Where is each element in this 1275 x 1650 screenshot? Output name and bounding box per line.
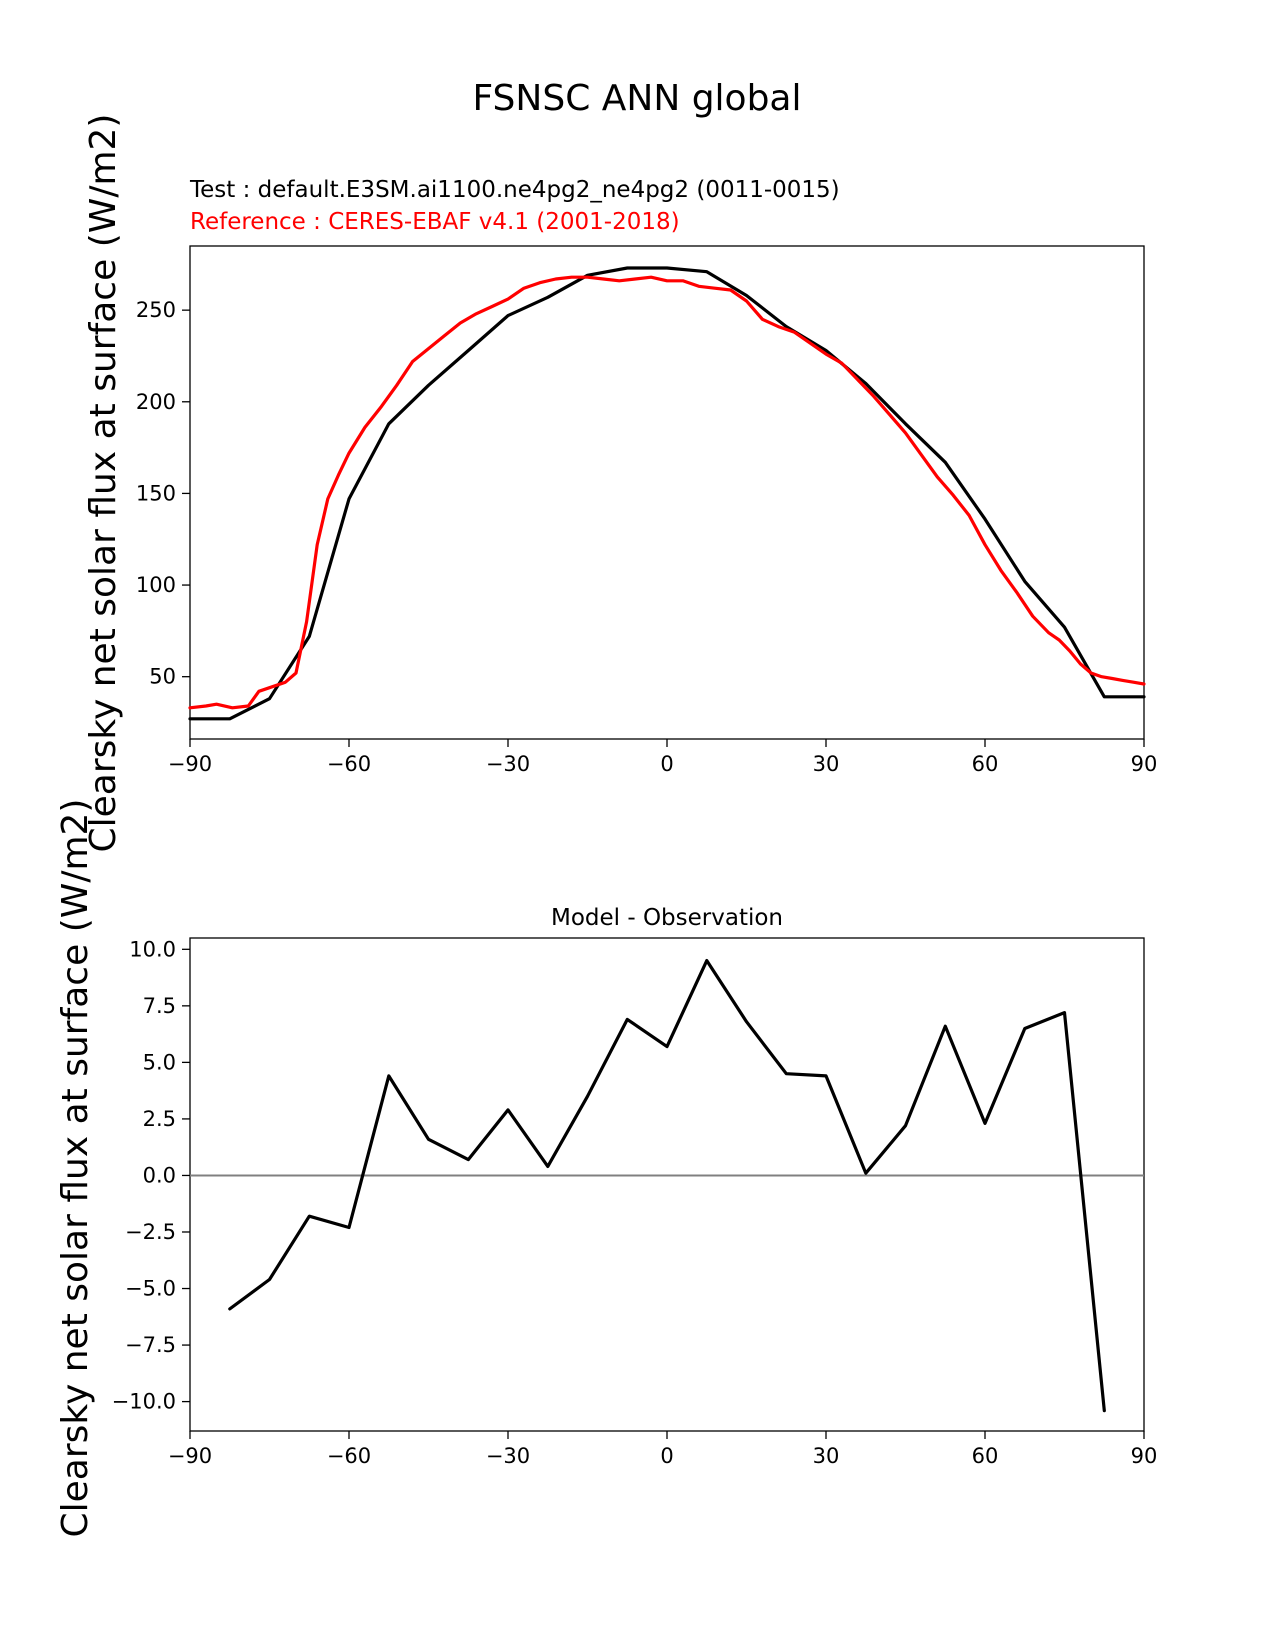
upper-plot-x-tick-label: 60 bbox=[972, 752, 999, 776]
lower-plot-y-tick-label: −5.0 bbox=[125, 1277, 176, 1301]
upper-plot-x-tick-label: −90 bbox=[168, 752, 212, 776]
upper-plot-y-tick-label: 250 bbox=[136, 298, 176, 322]
lower-plot-x-tick-label: 0 bbox=[660, 1444, 673, 1468]
upper-plot-y-tick-label: 50 bbox=[149, 665, 176, 689]
lower-plot-x-tick-label: 60 bbox=[972, 1444, 999, 1468]
upper-plot-x-tick-label: −60 bbox=[327, 752, 371, 776]
upper-plot-y-tick-label: 150 bbox=[136, 481, 176, 505]
upper-plot-x-tick-label: −30 bbox=[486, 752, 530, 776]
difference-series-line bbox=[228, 958, 1106, 1413]
lower-plot-lines bbox=[228, 958, 1106, 1413]
lower-plot-axes-frame bbox=[189, 937, 1145, 1432]
lower-plot-panel: Model - Observation Clearsky net solar f… bbox=[55, 799, 1157, 1538]
lower-plot-y-tick-label: 2.5 bbox=[143, 1107, 176, 1131]
lower-plot-y-tick-label: −10.0 bbox=[112, 1390, 176, 1414]
lower-plot-y-tick-label: 7.5 bbox=[143, 994, 176, 1018]
reference-series-line bbox=[188, 275, 1146, 710]
upper-plot-ylabel: Clearsky net solar flux at surface (W/m2… bbox=[83, 114, 124, 853]
lower-plot-y-tick-label: 10.0 bbox=[129, 937, 176, 961]
test-series-line bbox=[188, 266, 1146, 721]
lower-plot-y-tick-label: −7.5 bbox=[125, 1333, 176, 1357]
lower-plot-x-ticks: −90 −60 −30 0 30 60 90 bbox=[168, 1431, 1158, 1468]
upper-plot-x-tick-label: 90 bbox=[1131, 752, 1158, 776]
lower-plot-x-tick-label: −30 bbox=[486, 1444, 530, 1468]
lower-plot-y-tick-label: −2.5 bbox=[125, 1220, 176, 1244]
upper-plot-y-tick-label: 100 bbox=[136, 573, 176, 597]
lower-plot-x-tick-label: −90 bbox=[168, 1444, 212, 1468]
upper-plot-x-ticks: −90 −60 −30 0 30 60 90 bbox=[168, 739, 1158, 776]
upper-plot-x-tick-label: 30 bbox=[813, 752, 840, 776]
upper-plot-test-title: Test : default.E3SM.ai1100.ne4pg2_ne4pg2… bbox=[189, 177, 840, 203]
upper-plot-lines bbox=[188, 266, 1146, 721]
upper-plot-panel: Test : default.E3SM.ai1100.ne4pg2_ne4pg2… bbox=[83, 114, 1157, 853]
lower-plot-ylabel: Clearsky net solar flux at surface (W/m2… bbox=[55, 799, 96, 1538]
lower-plot-y-tick-label: 0.0 bbox=[143, 1163, 176, 1187]
upper-plot-reference-title: Reference : CERES-EBAF v4.1 (2001-2018) bbox=[190, 209, 680, 235]
lower-plot-title: Model - Observation bbox=[551, 905, 783, 931]
upper-plot-y-ticks: 50 100 150 200 250 bbox=[136, 298, 190, 689]
lower-plot-x-tick-label: 90 bbox=[1131, 1444, 1158, 1468]
lower-plot-y-ticks: 10.0 7.5 5.0 2.5 0.0 −2.5 −5.0 −7.5 −10.0 bbox=[112, 937, 190, 1414]
lower-plot-y-tick-label: 5.0 bbox=[143, 1050, 176, 1074]
upper-plot-y-tick-label: 200 bbox=[136, 390, 176, 414]
upper-plot-x-tick-label: 0 bbox=[660, 752, 673, 776]
lower-plot-x-tick-label: 30 bbox=[813, 1444, 840, 1468]
upper-plot-axes-frame bbox=[189, 245, 1145, 740]
figure-suptitle: FSNSC ANN global bbox=[472, 78, 801, 119]
lower-plot-x-tick-label: −60 bbox=[327, 1444, 371, 1468]
